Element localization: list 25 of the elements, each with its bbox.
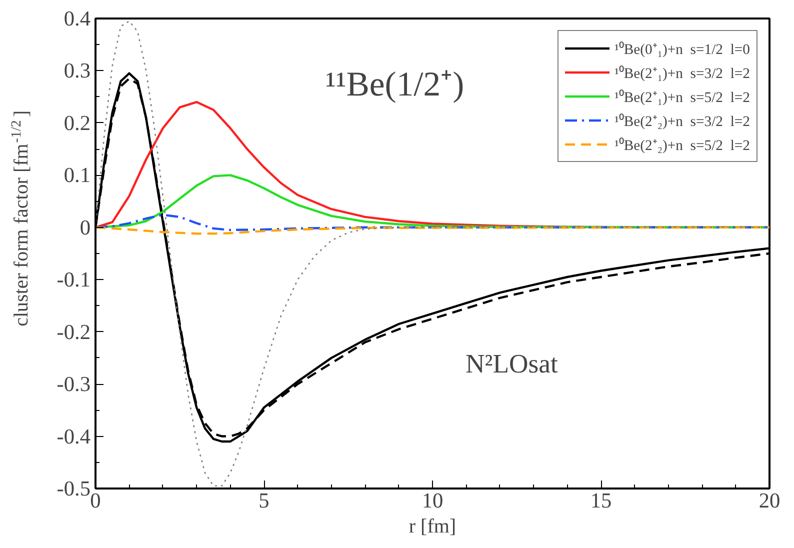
legend-label: ¹⁰Be(2⁺₁)+n s=3/2 l=2: [614, 64, 750, 83]
x-tick-label: 5: [258, 488, 270, 512]
y-tick-label: -0.2: [56, 320, 91, 344]
y-tick-label: 0.4: [64, 6, 91, 30]
y-tick-label: 0.2: [64, 110, 91, 135]
y-axis-title: cluster form factor [fm-1/2]: [10, 110, 32, 326]
y-tick-label: 0: [80, 215, 91, 240]
y-tick-label: 0.1: [64, 163, 91, 188]
y-tick-label: -0.3: [56, 372, 91, 396]
annotation: N²LOsat: [466, 348, 558, 378]
legend-label: ¹⁰Be(2⁺₂)+n s=3/2 l=2: [614, 112, 750, 131]
y-tick-label: 0.3: [64, 58, 91, 83]
legend-label: ¹⁰Be(0⁺₁)+n s=1/2 l=0: [614, 40, 750, 59]
legend-label: ¹⁰Be(2⁺₁)+n s=5/2 l=2: [614, 88, 750, 107]
annotation: ¹¹Be(1/2⁺): [326, 66, 464, 104]
y-tick-label: -0.1: [56, 268, 91, 292]
line-series: [96, 226, 770, 235]
y-tick-label: -0.5: [56, 476, 91, 500]
line-series: [96, 214, 770, 232]
x-tick-label: 10: [422, 488, 444, 512]
x-axis-title: r [fm]: [408, 516, 456, 538]
y-tick-label: -0.4: [56, 424, 91, 448]
x-tick-label: 15: [590, 488, 612, 512]
x-tick-label: 20: [758, 488, 780, 512]
legend-label: ¹⁰Be(2⁺₂)+n s=5/2 l=2: [614, 136, 750, 155]
